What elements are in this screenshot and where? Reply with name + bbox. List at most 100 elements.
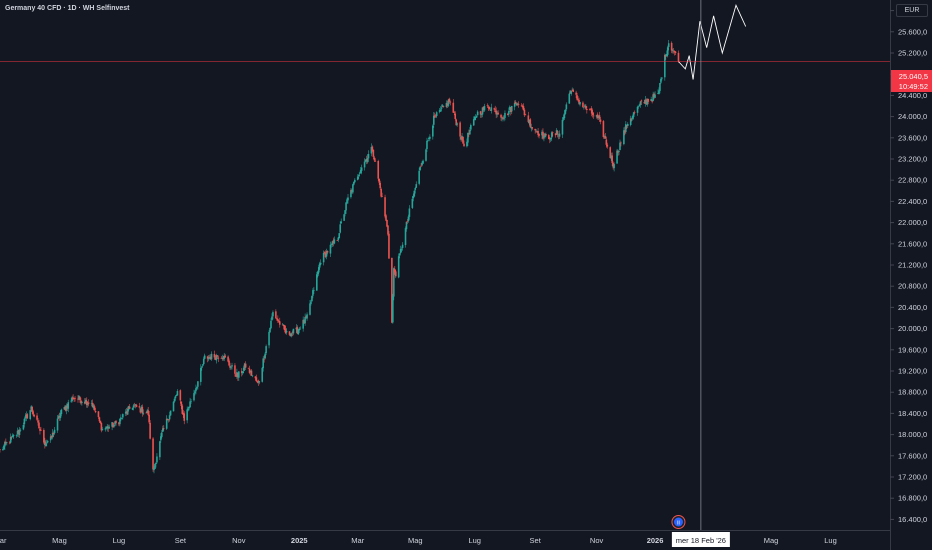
candle-body xyxy=(677,52,680,62)
candle-body xyxy=(371,146,374,151)
candle-body xyxy=(71,397,73,402)
candle-body xyxy=(99,420,102,424)
candle-body xyxy=(168,415,171,420)
candle-body xyxy=(162,428,165,429)
projection-layer xyxy=(678,4,747,80)
currency-selector[interactable]: EUR xyxy=(896,4,928,17)
candle-body xyxy=(620,142,622,144)
candle-body xyxy=(651,99,653,102)
candle-body xyxy=(156,456,158,463)
candle-layer xyxy=(0,39,680,474)
candle-body xyxy=(46,441,49,443)
candle-body xyxy=(39,428,41,431)
candle-body xyxy=(551,132,554,134)
candle-body xyxy=(629,118,632,125)
candle-body xyxy=(187,408,189,411)
candle-body xyxy=(652,94,654,101)
candle-body xyxy=(65,405,68,411)
candle-body xyxy=(412,196,415,199)
candle-body xyxy=(51,432,54,438)
candle-body xyxy=(5,441,7,444)
time-tick-label: Mag xyxy=(764,536,779,545)
candle-body xyxy=(251,375,254,377)
candle-body xyxy=(84,399,87,404)
candle-body xyxy=(481,107,484,115)
candle-body xyxy=(565,104,568,110)
candle-body xyxy=(50,435,53,438)
candle-body xyxy=(299,328,302,330)
candle-body xyxy=(542,131,544,139)
candle-body xyxy=(452,102,455,113)
time-tick-label: Mag xyxy=(52,536,67,545)
candle-body xyxy=(347,197,349,201)
candle-body xyxy=(16,430,19,435)
candle-body xyxy=(661,77,663,79)
candle-body xyxy=(86,403,89,405)
candle-body xyxy=(468,133,470,134)
candle-body xyxy=(419,166,421,170)
candle-body xyxy=(604,136,607,139)
candle-body xyxy=(289,333,292,337)
candle-body xyxy=(17,430,20,435)
candle-body xyxy=(135,404,138,407)
candle-body xyxy=(480,114,483,115)
candle-body xyxy=(139,408,142,413)
candle-body xyxy=(664,54,667,57)
candle-body xyxy=(657,93,659,94)
candle-body xyxy=(501,117,503,119)
candle-body xyxy=(111,422,113,427)
candle-body xyxy=(426,140,428,150)
candle-body xyxy=(92,405,95,409)
candle-body xyxy=(510,105,513,112)
price-tag-countdown: 10:49:52 xyxy=(899,82,928,91)
candle-body xyxy=(562,117,565,120)
candle-body xyxy=(488,106,491,110)
candle-body xyxy=(475,116,478,118)
candle-body xyxy=(223,355,226,359)
candle-body xyxy=(413,190,416,197)
price-axis[interactable]: 26.000,025.600,025.200,024.800,024.400,0… xyxy=(890,6,927,524)
candle-body xyxy=(288,331,291,335)
candle-body xyxy=(134,404,137,406)
candle-body xyxy=(125,411,128,414)
time-tick-label: Lug xyxy=(824,536,837,545)
candle-body xyxy=(2,449,4,451)
candle-body xyxy=(659,83,661,91)
candle-body xyxy=(201,364,204,366)
candle-body xyxy=(393,268,395,297)
candle-body xyxy=(115,420,117,424)
candle-body xyxy=(22,424,25,430)
candle-body xyxy=(169,410,172,416)
candle-body xyxy=(496,113,498,115)
candle-body xyxy=(569,92,572,94)
candle-body xyxy=(529,119,532,128)
price-tick-label: 18.000,0 xyxy=(898,430,927,439)
price-tick-label: 20.800,0 xyxy=(898,282,927,291)
time-axis[interactable]: Mar Mag Lug Set Nov 2025 Mar Mag Lug Set Nov 2026 Ma… xyxy=(0,536,837,545)
candle-body xyxy=(217,357,220,359)
candle-body xyxy=(38,422,40,429)
candle-body xyxy=(610,155,613,159)
candle-body xyxy=(623,130,625,145)
event-marker[interactable]: ii xyxy=(671,515,686,529)
candle-body xyxy=(527,115,530,123)
candle-body xyxy=(517,104,520,105)
candle-body xyxy=(577,99,579,101)
candle-body xyxy=(432,115,435,125)
symbol-title[interactable]: Germany 40 CFD · 1D · WH Selfinvest xyxy=(5,5,130,12)
candle-body xyxy=(268,332,270,346)
candle-body xyxy=(152,438,154,470)
candle-body xyxy=(98,417,101,422)
candle-body xyxy=(381,196,383,197)
candle-body xyxy=(538,133,540,136)
candle-body xyxy=(309,303,311,315)
candle-body xyxy=(316,274,318,291)
time-tick-label: Mar xyxy=(351,536,364,545)
candle-body xyxy=(133,404,136,406)
candle-body xyxy=(73,398,75,400)
candle-body xyxy=(633,112,636,113)
candle-body xyxy=(418,170,420,184)
candle-body xyxy=(617,151,619,153)
candle-body xyxy=(118,422,120,425)
